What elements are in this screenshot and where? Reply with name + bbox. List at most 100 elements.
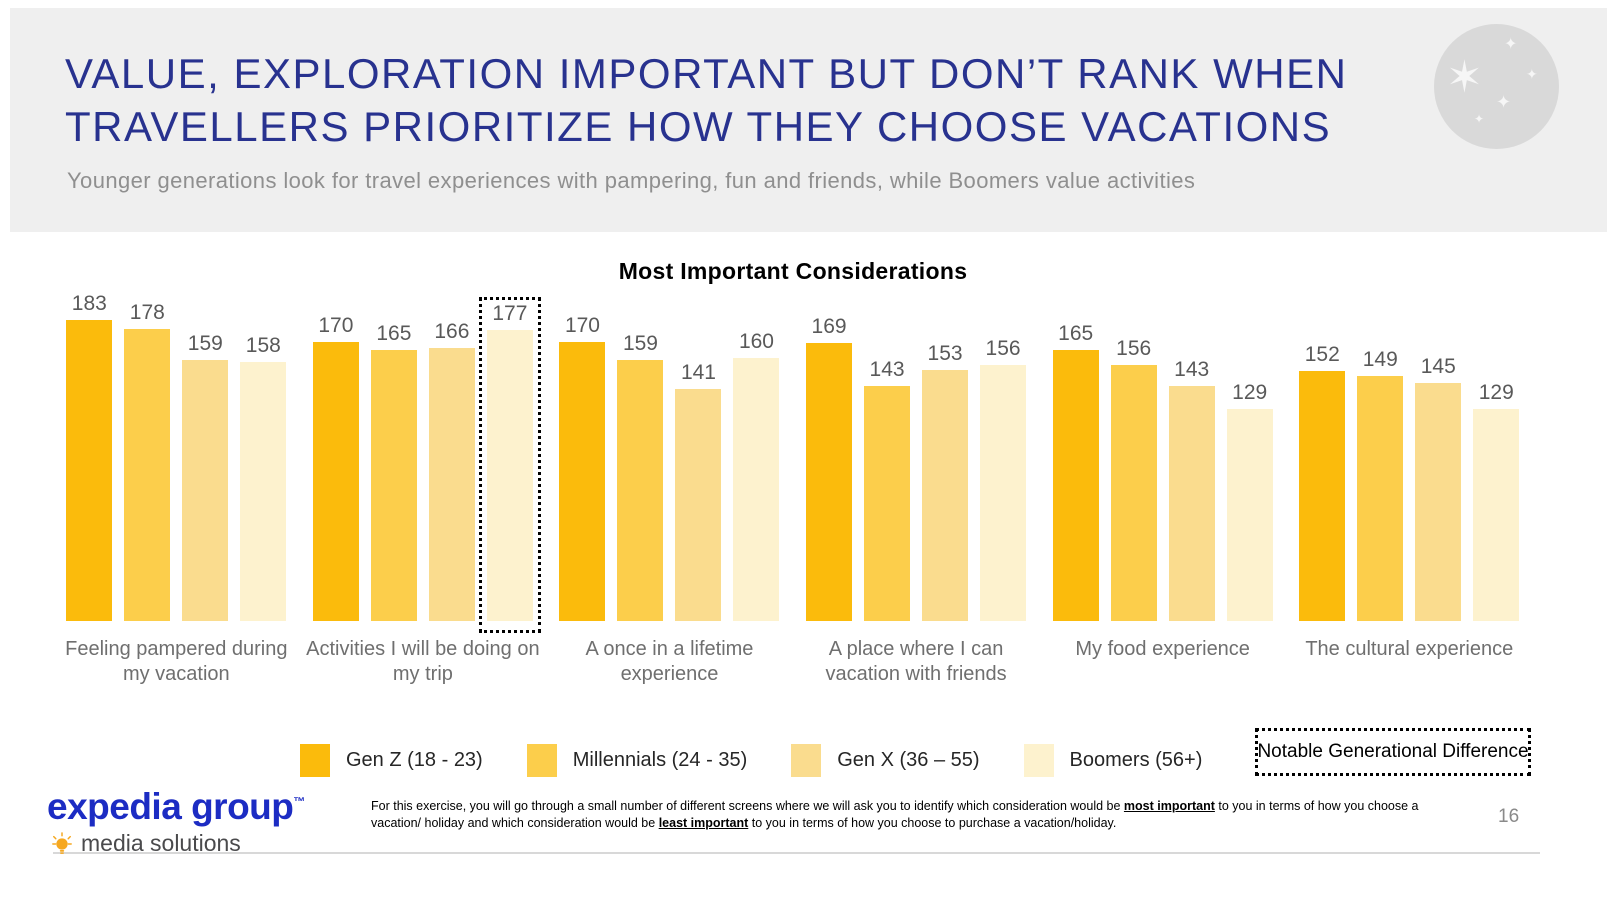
bar-stack: 145 xyxy=(1415,355,1462,621)
bar xyxy=(980,365,1027,621)
bar-stack: 170 xyxy=(312,314,359,621)
bar xyxy=(312,342,359,621)
lightbulb-icon xyxy=(52,831,72,854)
legend-item: Gen Z (18 - 23) xyxy=(300,744,483,777)
chart-groups: 183 178 159 158 Feeling pampered during my v… xyxy=(53,292,1533,687)
value-label: 149 xyxy=(1362,348,1398,371)
bar xyxy=(240,362,287,621)
legend-label: Gen X (36 – 55) xyxy=(837,749,980,771)
legend-item: Gen X (36 – 55) xyxy=(791,744,980,777)
star-icon: ✦ xyxy=(1496,92,1512,112)
brand-name: expedia group xyxy=(47,786,294,827)
bar-cluster: 170 165 166 177 xyxy=(312,297,541,633)
bar xyxy=(559,342,606,621)
value-label: 170 xyxy=(564,314,600,337)
slide-header: VALUE, EXPLORATION IMPORTANT BUT DON’T R… xyxy=(10,8,1607,232)
notable-difference-label: Notable Generational Difference xyxy=(1257,741,1529,762)
bar xyxy=(1415,383,1462,621)
footnote-text: to you in terms of how you choose a vaca… xyxy=(371,799,1419,830)
legend-item: Boomers (56+) xyxy=(1023,744,1202,777)
bar-stack: 159 xyxy=(617,332,664,621)
bar-stack: 143 xyxy=(1168,358,1215,621)
bar xyxy=(1110,365,1157,621)
bar-stack: 156 xyxy=(980,337,1027,621)
bar xyxy=(124,329,171,621)
bar-cluster: 183 178 159 158 xyxy=(66,292,287,621)
expedia-group-logo: expedia group™ media solutions xyxy=(47,786,305,857)
bar xyxy=(428,348,475,621)
notable-difference-box: Notable Generational Difference xyxy=(1255,728,1531,776)
trademark-mark: ™ xyxy=(293,794,305,809)
value-label: 129 xyxy=(1232,381,1268,404)
category-label: The cultural experience xyxy=(1305,638,1514,660)
bar-stack: 159 xyxy=(182,332,229,621)
value-label: 165 xyxy=(1058,322,1094,345)
bar-stack: 166 xyxy=(428,320,475,621)
value-label: 156 xyxy=(985,337,1021,360)
page-subtitle: Younger generations look for travel expe… xyxy=(67,168,1196,193)
footnote-text: to you in terms of how you choose to pur… xyxy=(748,815,1117,830)
bar xyxy=(675,389,722,621)
bar-stack: 183 xyxy=(66,292,113,621)
x-axis-line xyxy=(53,852,1540,854)
category-label: Feeling pampered during my vacation xyxy=(65,638,288,685)
bar xyxy=(1052,350,1099,621)
bar xyxy=(617,360,664,621)
value-label: 143 xyxy=(1174,358,1210,381)
bar-stack-highlighted: 177 xyxy=(478,297,541,633)
page-title: VALUE, EXPLORATION IMPORTANT BUT DON’T R… xyxy=(65,48,1347,153)
bar-stack: 178 xyxy=(124,301,171,621)
bar-stack: 169 xyxy=(806,315,853,621)
value-label: 165 xyxy=(376,322,412,345)
footnote-emphasis: most important xyxy=(1123,799,1215,813)
value-label: 178 xyxy=(129,301,165,324)
legend-swatch xyxy=(791,744,822,777)
bar-cluster: 165 156 143 129 xyxy=(1052,309,1273,621)
legend-label: Gen Z (18 - 23) xyxy=(346,749,483,771)
footnote-emphasis: least important xyxy=(658,815,749,830)
bar xyxy=(1168,386,1215,621)
star-icon: ✦ xyxy=(1474,112,1485,126)
legend-label: Millennials (24 - 35) xyxy=(572,749,748,771)
bar-group: 152 149 145 129 The cultural experience xyxy=(1286,309,1533,687)
value-label: 141 xyxy=(680,361,716,384)
bar xyxy=(486,330,533,621)
bar-stack: 143 xyxy=(864,358,911,621)
page-number: 16 xyxy=(1498,806,1520,827)
value-label: 152 xyxy=(1304,343,1340,366)
category-label: A once in a lifetime experience xyxy=(585,638,754,685)
bar xyxy=(733,358,780,621)
bar-stack: 149 xyxy=(1357,348,1404,621)
bar-cluster: 170 159 141 160 xyxy=(559,309,780,621)
legend-item: Millennials (24 - 35) xyxy=(526,744,748,777)
legend-swatch xyxy=(526,744,557,777)
bar-group: 169 143 153 156 A place where I can vacation… xyxy=(793,309,1040,687)
star-icon: ✦ xyxy=(1526,66,1538,82)
bar xyxy=(1226,409,1273,621)
value-label: 166 xyxy=(434,320,470,343)
bar-group: 170 159 141 160 A once in a lifetime experie… xyxy=(546,309,793,687)
bar-group: 170 165 166 177 Activities I will be doing o… xyxy=(300,297,547,687)
category-label: Activities I will be doing on my trip xyxy=(306,638,540,685)
footnote-text: For this exercise, you will go through a… xyxy=(371,799,1124,813)
bar-stack: 129 xyxy=(1226,381,1273,621)
value-label: 170 xyxy=(318,314,354,337)
category-label: A place where I can vacation with friend… xyxy=(825,638,1007,685)
bar-stack: 165 xyxy=(1052,322,1099,621)
media-solutions-label: media solutions xyxy=(81,830,241,856)
bar-stack: 165 xyxy=(370,322,417,621)
footnote: For this exercise, you will go through a… xyxy=(371,798,1466,832)
page-title-line1: VALUE, EXPLORATION IMPORTANT BUT DON’T R… xyxy=(65,50,1348,97)
value-label: 160 xyxy=(738,330,774,353)
bar-stack: 153 xyxy=(922,342,969,621)
value-label: 129 xyxy=(1478,381,1514,404)
bar-group: 183 178 159 158 Feeling pampered during my v… xyxy=(53,292,300,687)
bar xyxy=(1473,409,1520,621)
expedia-group-wordmark: expedia group™ xyxy=(47,786,305,828)
bar-stack: 141 xyxy=(675,361,722,621)
legend-swatch xyxy=(300,744,330,777)
star-icon: ✦ xyxy=(1504,36,1518,53)
bar-stack: 152 xyxy=(1299,343,1346,621)
bar xyxy=(1357,376,1404,621)
category-label: My food experience xyxy=(1075,638,1250,660)
